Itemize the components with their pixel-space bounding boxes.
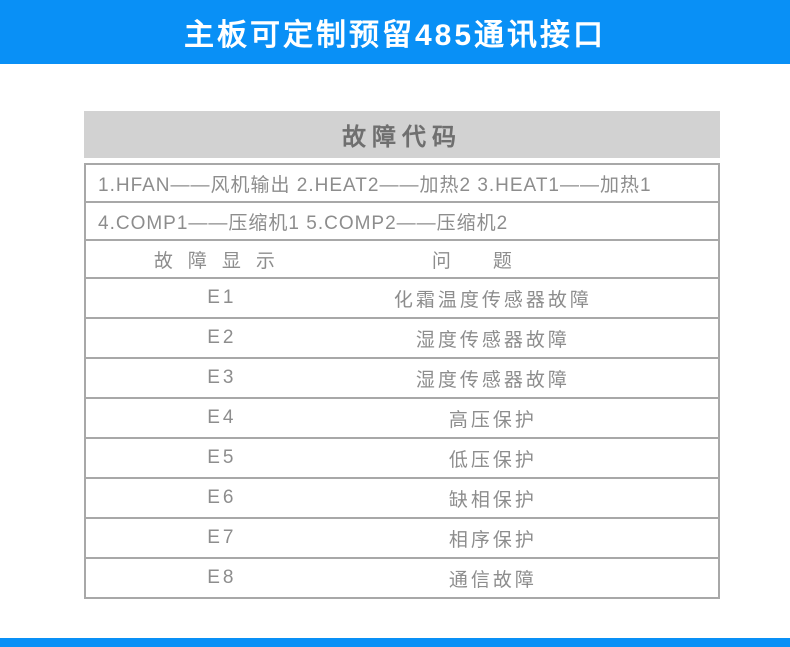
fault-code: E6: [207, 487, 237, 508]
fault-issue: 湿度传感器故障: [415, 329, 570, 351]
fault-row: E3 湿度传感器故障: [86, 359, 718, 399]
fault-issue: 化霜温度传感器故障: [393, 289, 592, 311]
fault-row: E2 湿度传感器故障: [86, 319, 718, 359]
panel-title: 故障代码: [84, 111, 720, 158]
fault-issue: 缺相保护: [448, 489, 537, 511]
column-header-row: 故障显示 问题: [86, 241, 718, 279]
fault-code: E3: [207, 367, 237, 388]
fault-row: E8 通信故障: [86, 559, 718, 597]
banner-title: 主板可定制预留485通讯接口: [183, 19, 607, 52]
fault-code: E4: [207, 407, 237, 428]
fault-code: E8: [207, 567, 237, 588]
fault-table: 1.HFAN——风机输出 2.HEAT2——加热2 3.HEAT1——加热1 4…: [84, 163, 720, 599]
fault-issue: 湿度传感器故障: [415, 369, 570, 391]
fault-issue: 低压保护: [448, 449, 537, 471]
fault-code-panel: 故障代码 1.HFAN——风机输出 2.HEAT2——加热2 3.HEAT1——…: [84, 111, 720, 599]
column-header-issue: 问题: [431, 250, 554, 272]
fault-issue: 通信故障: [448, 569, 537, 591]
fault-code: E2: [207, 327, 237, 348]
fault-row: E4 高压保护: [86, 399, 718, 439]
note-text: 4.COMP1——压缩机1 5.COMP2——压缩机2: [98, 212, 509, 234]
column-header-fault-display: 故障显示: [153, 250, 290, 272]
fault-code: E5: [207, 447, 237, 468]
fault-row: E5 低压保护: [86, 439, 718, 479]
note-row-outputs-2: 4.COMP1——压缩机1 5.COMP2——压缩机2: [86, 203, 718, 241]
fault-issue: 高压保护: [448, 409, 537, 431]
fault-row: E1 化霜温度传感器故障: [86, 279, 718, 319]
fault-row: E7 相序保护: [86, 519, 718, 559]
fault-code: E7: [207, 527, 237, 548]
fault-row: E6 缺相保护: [86, 479, 718, 519]
bottom-accent-bar: [0, 638, 790, 647]
fault-issue: 相序保护: [448, 529, 537, 551]
top-banner: 主板可定制预留485通讯接口: [0, 0, 790, 64]
note-row-outputs-1: 1.HFAN——风机输出 2.HEAT2——加热2 3.HEAT1——加热1: [86, 165, 718, 203]
note-text: 1.HFAN——风机输出 2.HEAT2——加热2 3.HEAT1——加热1: [98, 174, 652, 196]
fault-code: E1: [207, 287, 237, 308]
